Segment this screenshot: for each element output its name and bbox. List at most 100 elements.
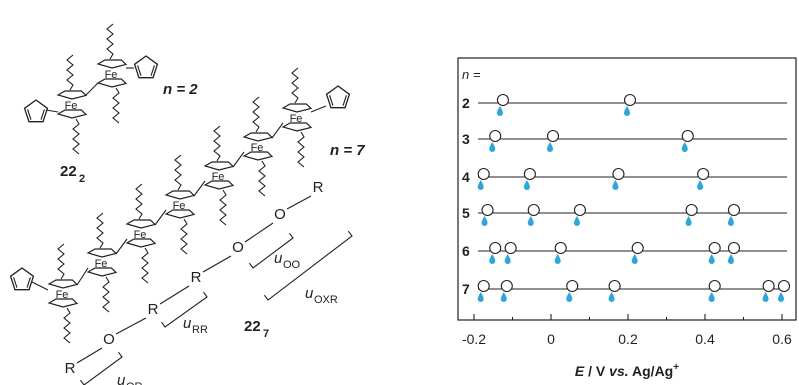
cyclopentadiene-ring (133, 55, 159, 79)
plot-frame (457, 57, 797, 321)
row-label-n: 6 (462, 243, 470, 259)
reduction-marker (573, 216, 580, 226)
cyclopentadiene-ring (325, 85, 351, 109)
alkyl-chain-up (135, 183, 143, 220)
reduction-marker (631, 254, 638, 264)
reduction-marker (566, 292, 573, 302)
reduction-marker (554, 254, 561, 264)
cp-ring-top (125, 219, 157, 229)
alkyl-chain-down (112, 87, 120, 124)
oxidation-marker (623, 93, 637, 107)
iron-label: Fe (173, 200, 186, 212)
alkyl-chain-up (291, 67, 299, 104)
double-bond (13, 277, 18, 288)
reduction-marker (727, 254, 734, 264)
reduction-marker (504, 254, 511, 264)
oxidation-marker (573, 203, 587, 217)
cp-ring-bottom (164, 209, 196, 219)
alkyl-chain-down (72, 118, 80, 155)
alkyl-chain-up (96, 212, 104, 249)
reduction-marker (778, 292, 784, 302)
double-bond (342, 95, 347, 106)
oxidation-marker (708, 241, 721, 255)
alkyl-chain-up (174, 154, 182, 191)
chain-bond (159, 285, 190, 305)
fulvalene-bond (271, 122, 284, 139)
alkyl-chain-down (258, 160, 266, 197)
oxidation-marker (477, 279, 490, 293)
reduction-marker (547, 142, 553, 152)
u-or-label: u (117, 372, 126, 385)
alkyl-chain-up (57, 243, 65, 280)
alkyl-chain-up (252, 96, 260, 133)
chain-bond (76, 347, 103, 364)
iron-label: Fe (290, 113, 303, 125)
oxidation-marker (612, 167, 625, 181)
reduction-marker (489, 142, 496, 152)
row-label-n: 2 (462, 95, 470, 111)
alkyl-chain-down (219, 189, 227, 226)
cp-ring-bottom (242, 151, 274, 161)
cp-ring-bottom (96, 78, 128, 88)
reduction-marker (523, 180, 530, 190)
oxidation-marker (523, 167, 536, 181)
chain-bond (202, 255, 232, 273)
iron-label: Fe (56, 289, 69, 301)
n-equals-7-label: n = 7 (330, 142, 365, 159)
r-group-label: R (148, 301, 159, 318)
double-bond (27, 109, 32, 120)
oxygen-label: O (103, 331, 115, 348)
oxidation-marker (496, 93, 510, 107)
right-panel-voltammetry: n = 2 3 4 5 6 7 -0.2 0 0.2 0.4 0.6 E / V vs. Ag/Ag+ (457, 57, 797, 379)
r-group-label: R (65, 360, 76, 377)
oxidation-marker (681, 129, 694, 143)
chain-bond (115, 317, 147, 335)
iron-label: Fe (95, 258, 108, 270)
oxidation-marker (566, 279, 579, 293)
compound-22-2-label: 22 (60, 163, 77, 180)
oxygen-label: O (274, 206, 286, 223)
oxidation-marker (554, 241, 567, 255)
cp-ring-bottom (125, 238, 157, 248)
alkyl-chain-down (141, 247, 149, 284)
cp-ring-top (47, 279, 79, 289)
bracket-u-or (79, 351, 123, 385)
cp-ring-top (281, 103, 313, 113)
alkyl-chain-up (106, 23, 114, 60)
x-tick-label: 0 (547, 331, 555, 347)
reduction-marker (489, 254, 496, 264)
compound-22-7-label: 22 (244, 318, 261, 335)
reduction-marker (624, 106, 630, 116)
iron-label: Fe (134, 229, 147, 241)
x-tick-label: 0.6 (772, 331, 792, 347)
fulvalene-bond (85, 82, 99, 96)
reduction-marker (500, 292, 507, 302)
bracket-u-oxr (263, 230, 353, 301)
oxygen-label: O (232, 239, 244, 256)
cp-ring-bottom (281, 122, 313, 132)
bracket-u-oo (248, 232, 294, 269)
fulvalene-bond (115, 238, 128, 255)
oxidation-marker (489, 129, 502, 143)
cp-ring-top (242, 132, 274, 142)
alkyl-chain-down (180, 218, 188, 255)
oxidation-marker (546, 129, 560, 143)
alkyl-chain-up (213, 125, 221, 162)
compound-22-7-subscript: 7 (263, 328, 269, 340)
fulvalene-bond (193, 180, 206, 197)
cp-ring-top (86, 248, 118, 258)
reduction-marker (477, 292, 484, 302)
oxidation-marker (697, 167, 710, 181)
reduction-marker (762, 292, 769, 302)
reduction-marker (708, 292, 715, 302)
oxidation-marker (481, 203, 494, 217)
oxidation-marker (762, 279, 775, 293)
reduction-marker (527, 216, 534, 226)
oxidation-marker (727, 241, 741, 255)
cp-ring-top (96, 59, 128, 69)
double-bond (329, 95, 334, 106)
reduction-marker (496, 106, 503, 116)
fulvalene-bond (154, 209, 167, 226)
n-equals-2-label: n = 2 (163, 81, 198, 98)
reduction-marker (477, 180, 484, 190)
